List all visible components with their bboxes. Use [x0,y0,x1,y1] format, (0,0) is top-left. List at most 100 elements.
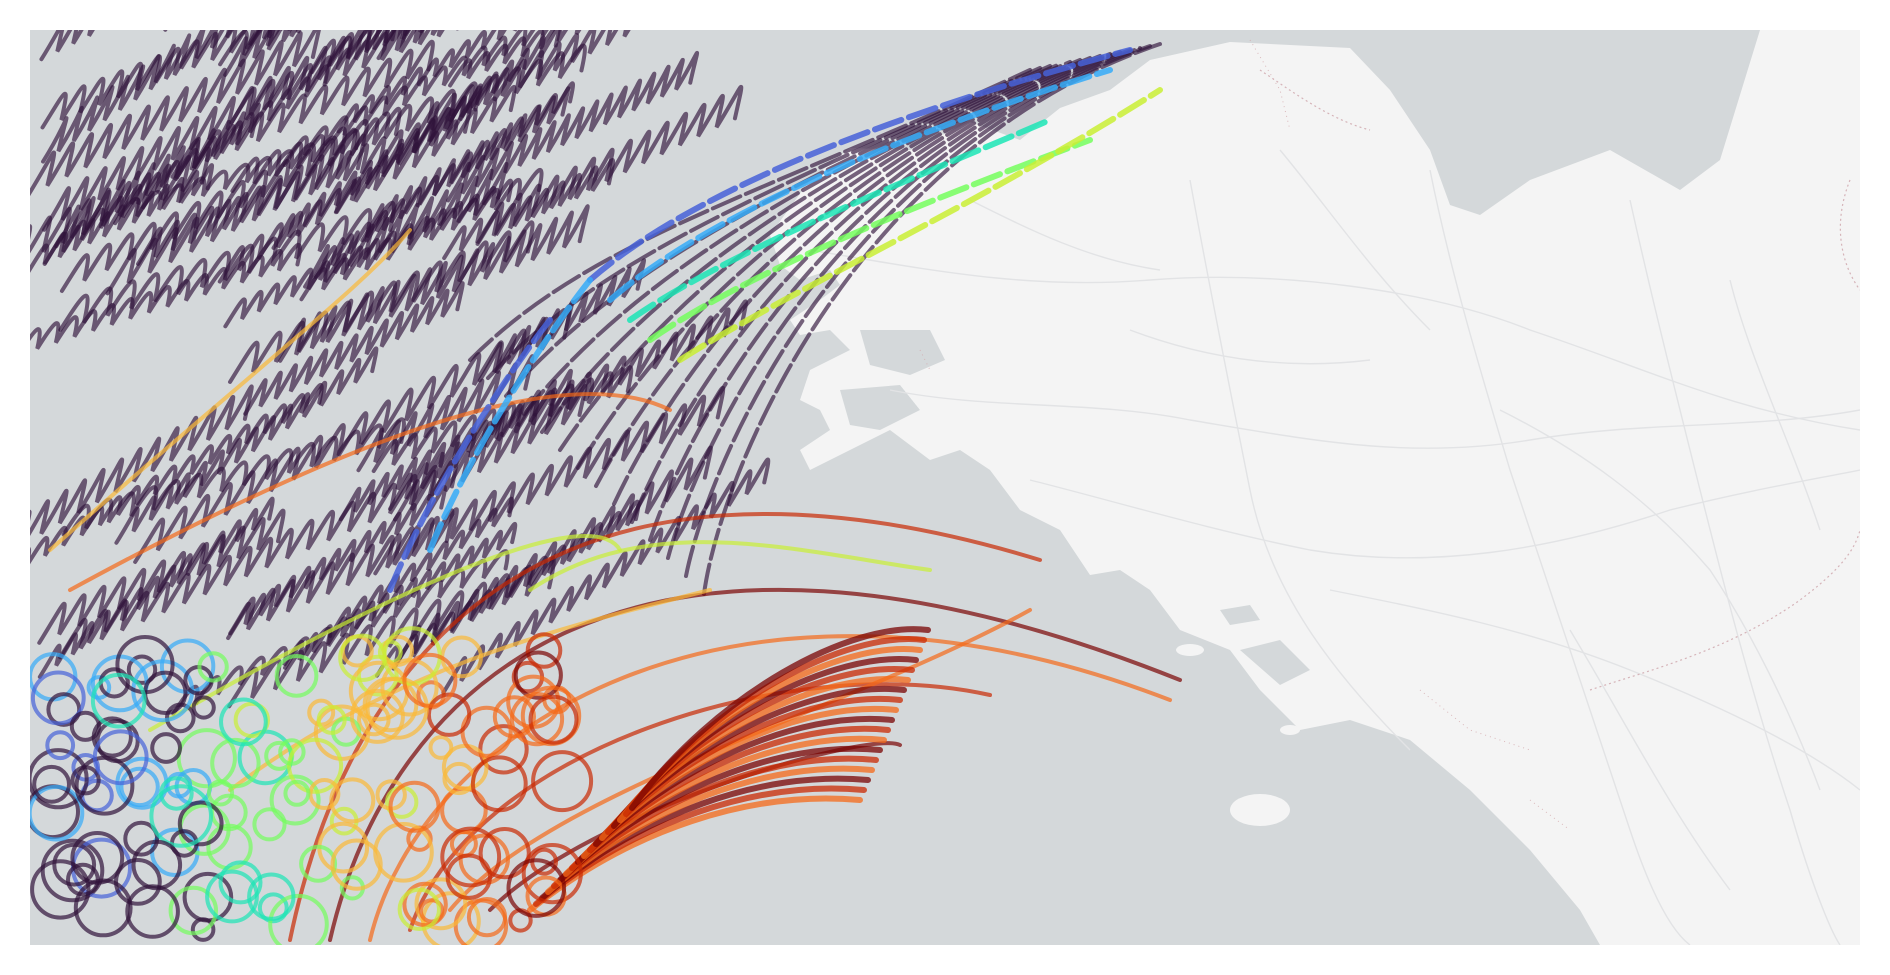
island-yeu [1756,906,1784,924]
dark-track [468,68,1032,362]
dark-track [648,48,1132,542]
loop-ring [30,670,86,726]
loop-ring [90,672,147,729]
bay-brest [860,330,945,375]
loop-track [40,30,290,130]
drift-track [228,588,712,792]
loop-ring [466,897,508,938]
drift-track [408,682,992,932]
drifter-track-map[interactable] [30,30,1860,945]
land-mass-france [770,30,1860,945]
dark-track [576,56,1092,470]
loop-ring [274,654,319,698]
loop-track [113,128,360,226]
loop-ring [428,735,454,760]
drift-track [528,540,932,592]
land-mass-cornwall [1790,30,1860,160]
dark-track [702,42,1162,596]
loop-ring [69,710,102,742]
coastal-track [427,277,593,553]
loop-track [105,133,367,296]
loop-ring [123,820,160,857]
loop-ring [218,860,263,905]
loop-ring [114,858,162,906]
dense-loop-cluster [30,626,594,945]
loop-ring [283,779,311,807]
loop-ring [66,862,100,897]
island-groix [1280,725,1300,735]
loop-ring [176,728,237,789]
loop-track [42,163,214,266]
loop-ring [525,632,563,669]
loop-track [243,281,465,416]
loop-track [41,30,234,164]
loop-ring [219,697,268,747]
loop-ring [397,887,441,931]
loop-ring [30,784,85,842]
gulf-morbihan [1240,640,1310,685]
loop-ring [470,755,528,813]
loop-ring [478,724,529,775]
loop-track [59,106,402,293]
loop-ring [418,898,445,924]
loop-ring [445,853,492,900]
drift-track [288,511,1042,942]
loop-ring [159,638,216,694]
loop-track [230,43,587,193]
dark-track [666,46,1142,560]
loop-ring [278,738,306,766]
loop-ring [528,694,579,745]
loop-ring [131,839,183,891]
colored-tracks-group [48,47,1182,942]
loop-ring [182,871,234,923]
loop-track [282,30,549,168]
loop-ring [159,776,194,811]
loop-ring [492,695,536,739]
loop-ring [126,654,158,685]
coastal-track [647,137,1093,343]
loop-ring [513,650,563,700]
drift-track [368,634,1172,942]
loop-track [388,368,573,511]
loop-ring [365,676,429,740]
map-frame[interactable] [30,30,1860,945]
loop-ring [330,838,383,891]
loop-ring [402,881,448,928]
loop-ring [478,827,531,880]
loop-ring [356,654,399,697]
loop-ring [388,780,441,833]
loop-ring [521,843,583,905]
loop-ring [74,755,135,816]
loop-ring [177,800,224,847]
loop-track [442,158,616,261]
loop-track [170,39,435,179]
loop-ring [268,893,329,945]
island-belle-ile [1230,794,1290,826]
drift-track [68,392,672,592]
coastal-track [387,317,553,593]
drift-track [48,228,412,552]
drift-track [629,626,931,811]
loop-ring [149,784,213,848]
loop-ring [269,774,321,826]
island-glenan [1176,644,1204,656]
coastal-track [607,67,1113,303]
loop-ring [197,651,229,683]
loop-ring [40,838,105,903]
loop-track [228,485,447,636]
loop-ring [414,877,468,931]
dark-track [522,62,1062,416]
loop-ring [150,732,183,764]
loop-ring [252,807,287,842]
loop-track [30,30,321,197]
loop-ring [308,778,341,810]
loop-ring [32,764,71,804]
loop-ring [30,859,91,920]
loop-ring [191,695,216,720]
loop-ring [380,658,439,717]
loop-track [30,384,254,537]
loop-ring [210,737,261,789]
dark-track [486,66,1042,380]
loop-track [217,84,517,284]
drift-track [328,587,1182,942]
